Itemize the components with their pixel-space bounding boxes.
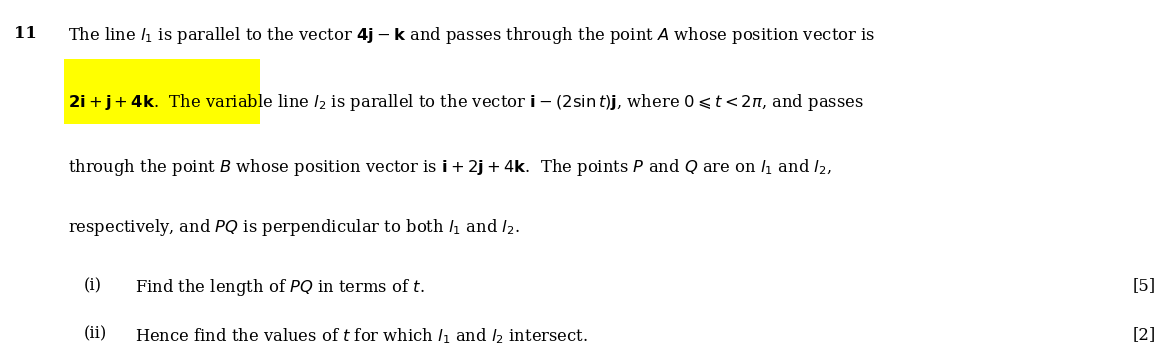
Text: respectively, and $PQ$ is perpendicular to both $l_1$ and $l_2$.: respectively, and $PQ$ is perpendicular …	[68, 217, 519, 238]
Text: The line $l_1$ is parallel to the vector $\mathbf{4j} - \mathbf{k}$ and passes t: The line $l_1$ is parallel to the vector…	[68, 25, 875, 46]
Text: Hence find the values of $t$ for which $l_1$ and $l_2$ intersect.: Hence find the values of $t$ for which $…	[135, 326, 587, 345]
Text: 11: 11	[14, 25, 36, 42]
Text: (ii): (ii)	[84, 326, 108, 343]
Text: through the point $B$ whose position vector is $\mathbf{i} + 2\mathbf{j} + 4\mat: through the point $B$ whose position vec…	[68, 157, 832, 178]
Text: [2]: [2]	[1133, 326, 1156, 343]
FancyBboxPatch shape	[64, 59, 260, 124]
Text: [5]: [5]	[1133, 277, 1156, 294]
Text: $\mathbf{2i} + \mathbf{j} + \mathbf{4k}$.  The variable line $l_2$ is parallel t: $\mathbf{2i} + \mathbf{j} + \mathbf{4k}$…	[68, 92, 863, 113]
Text: (i): (i)	[84, 277, 102, 294]
Text: Find the length of $PQ$ in terms of $t$.: Find the length of $PQ$ in terms of $t$.	[135, 277, 425, 298]
